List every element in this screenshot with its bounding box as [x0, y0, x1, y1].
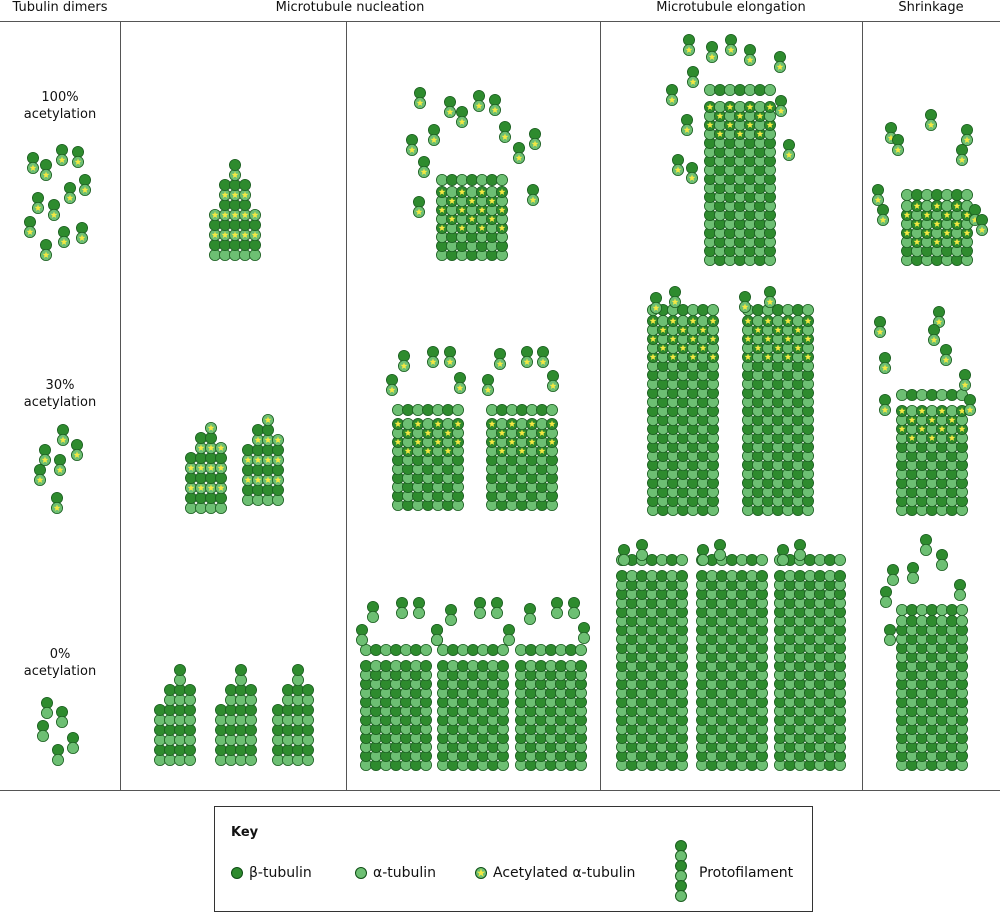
key-alpha-label: α-tubulin [373, 865, 437, 881]
acetylated-alpha-tubulin-swatch [475, 867, 487, 879]
header-shrinkage: Shrinkage [898, 0, 964, 15]
header-elongation: Microtubule elongation [656, 0, 806, 15]
beta-tubulin-swatch [231, 867, 243, 879]
key-acetylated-label: Acetylated α-tubulin [493, 865, 636, 881]
row-label-30-percent: 30% [45, 378, 75, 393]
key-beta-label: β-tubulin [249, 865, 312, 881]
panel-shrinkage [862, 21, 1000, 791]
protofilament-swatch [675, 840, 687, 902]
key-title: Key [231, 825, 259, 840]
microtubule-illustration [23, 34, 989, 772]
row-label-0: 0% acetylation [0, 646, 120, 680]
key-box: Key β-tubulin α-tubulin Acetylated α-tub… [214, 806, 813, 912]
row-label-30: 30% acetylation [0, 377, 120, 411]
row-label-0-percent: 0% [49, 647, 71, 662]
key-protofilament-label: Protofilament [699, 865, 794, 881]
row-label-0-word: acetylation [23, 664, 97, 679]
header-nucleation: Microtubule nucleation [275, 0, 425, 15]
row-label-100-percent: 100% [41, 90, 79, 105]
row-label-100-word: acetylation [23, 107, 97, 122]
row-label-30-word: acetylation [23, 395, 97, 410]
header-tubulin-dimers: Tubulin dimers [12, 0, 108, 15]
alpha-tubulin-swatch [355, 867, 367, 879]
row-label-100: 100% acetylation [0, 89, 120, 123]
